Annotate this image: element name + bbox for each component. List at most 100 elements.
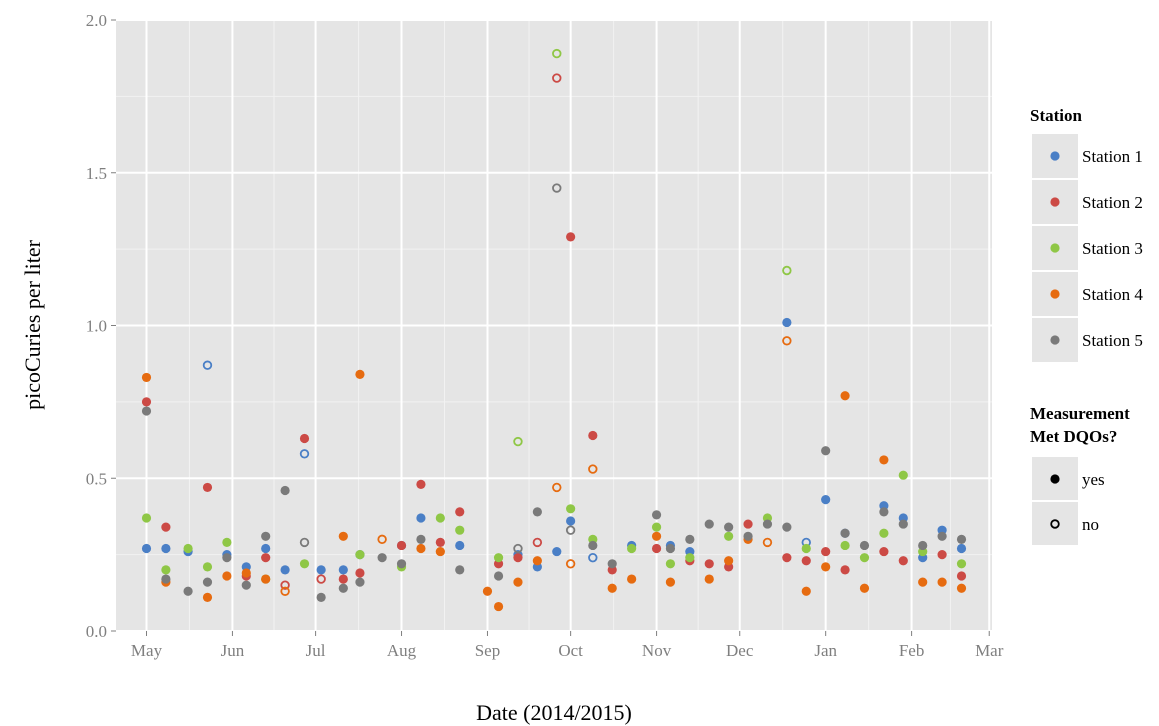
legend-open-circle — [1050, 519, 1060, 529]
data-point — [607, 583, 617, 593]
data-point — [241, 580, 251, 590]
data-point — [435, 513, 445, 523]
data-point-unmet — [565, 525, 576, 535]
data-point — [338, 574, 348, 584]
legend-dqo-title-line2: Met DQOs? — [1030, 427, 1117, 446]
legend-dqo-title-line1: Measurement — [1030, 404, 1130, 423]
data-point — [493, 553, 504, 563]
data-point — [651, 531, 662, 541]
data-point — [859, 553, 870, 563]
data-point — [743, 531, 753, 541]
data-point — [355, 577, 365, 587]
y-tick-label: 1.5 — [86, 164, 107, 183]
data-point — [455, 565, 465, 575]
data-point-unmet — [280, 586, 290, 596]
data-point — [665, 543, 676, 554]
data-point — [651, 543, 662, 554]
data-point — [338, 565, 348, 575]
x-tick-label: Mar — [975, 641, 1004, 660]
data-point — [918, 540, 928, 551]
legend-station-title: Station — [1030, 106, 1083, 125]
x-tick-label: Aug — [387, 641, 417, 660]
data-point — [801, 586, 811, 596]
data-point — [724, 522, 734, 532]
data-point — [956, 543, 967, 554]
data-point — [141, 406, 152, 416]
legend-color-swatch — [1050, 151, 1060, 161]
data-point-unmet — [513, 436, 523, 447]
data-point — [455, 540, 465, 551]
data-point — [879, 507, 889, 517]
data-point — [588, 430, 598, 441]
legend-color-swatch — [1050, 335, 1060, 345]
data-point — [202, 562, 213, 572]
data-point — [840, 540, 850, 551]
x-tick-label: May — [131, 641, 163, 660]
data-point — [627, 543, 637, 554]
data-point — [898, 556, 908, 566]
data-point — [241, 568, 251, 578]
data-point — [821, 446, 831, 456]
data-point — [416, 479, 426, 489]
data-point — [183, 543, 193, 554]
data-point-unmet — [280, 580, 290, 590]
data-point — [493, 601, 504, 612]
data-point — [879, 546, 889, 557]
legend-color-swatch — [1050, 289, 1060, 299]
data-point-unmet — [299, 449, 310, 459]
data-point — [801, 543, 811, 554]
data-point-unmet — [588, 552, 598, 563]
y-tick-label: 0.5 — [86, 469, 107, 488]
data-point-unmet — [316, 574, 326, 584]
data-point — [222, 571, 232, 581]
data-point — [607, 559, 617, 569]
data-point — [377, 553, 387, 563]
data-point — [704, 574, 714, 584]
data-point — [513, 577, 523, 587]
data-point — [801, 556, 811, 566]
data-point — [396, 559, 407, 569]
x-axis: May Jun Jul Aug Sep Oct Nov Dec Jan Feb Mar — [131, 631, 1004, 660]
data-point-unmet — [552, 73, 562, 83]
x-tick-label: Oct — [558, 641, 583, 660]
data-point — [355, 550, 365, 560]
data-point — [513, 553, 523, 563]
data-point — [161, 522, 171, 532]
data-point — [821, 546, 831, 557]
x-tick-label: Dec — [726, 641, 754, 660]
data-points — [141, 48, 967, 612]
data-point-unmet — [513, 543, 523, 554]
data-point — [202, 577, 213, 587]
y-tick-label: 2.0 — [86, 11, 107, 30]
data-point — [338, 583, 348, 593]
legend-filled-circle — [1050, 474, 1060, 484]
data-point — [141, 543, 152, 554]
data-point-unmet — [762, 537, 773, 548]
data-point — [743, 519, 753, 529]
data-point — [840, 565, 850, 575]
data-point — [455, 525, 465, 535]
legend-station-label: Station 4 — [1082, 285, 1143, 304]
data-point — [416, 513, 426, 523]
x-tick-label: Jul — [306, 641, 326, 660]
data-point — [161, 574, 171, 584]
data-point — [435, 537, 445, 548]
data-point — [566, 504, 576, 514]
x-tick-label: Jun — [221, 641, 245, 660]
data-point — [299, 559, 310, 569]
data-point — [161, 543, 171, 554]
data-point — [141, 513, 152, 523]
data-point — [724, 556, 734, 566]
x-tick-label: Feb — [899, 641, 925, 660]
y-axis-title: picoCuries per liter — [20, 239, 45, 410]
data-point — [482, 586, 493, 596]
data-point — [183, 586, 193, 596]
data-point — [665, 577, 676, 587]
data-point — [859, 583, 870, 593]
x-tick-label: Jan — [814, 641, 837, 660]
data-point-unmet — [377, 534, 387, 545]
data-point — [840, 391, 850, 401]
data-point — [141, 397, 152, 407]
data-point — [821, 495, 831, 505]
